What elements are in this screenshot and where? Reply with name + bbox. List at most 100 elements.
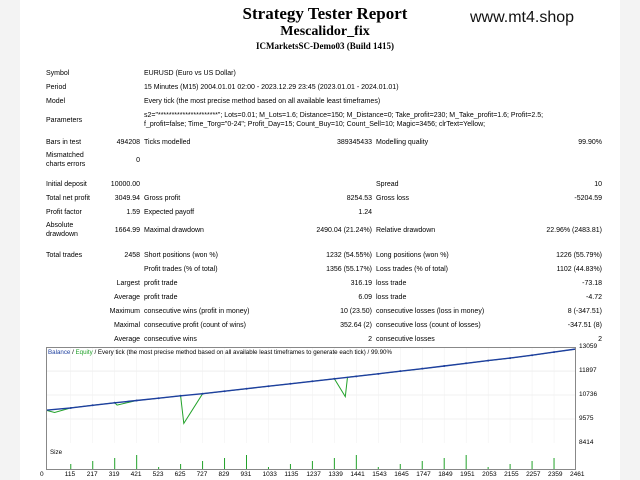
bars-label: Bars in test	[46, 139, 82, 146]
period-label: Period	[46, 84, 67, 91]
balance-point	[355, 375, 358, 378]
maximal-label: Maximal	[113, 322, 140, 329]
size-bar	[421, 461, 423, 470]
x-tick-label: 421	[130, 471, 142, 478]
size-label: Size	[50, 449, 63, 456]
avg-wins-value: 2	[368, 336, 372, 343]
short-positions-value: 1232 (54.55%)	[326, 252, 372, 259]
size-bar	[289, 464, 291, 470]
rel-drawdown-label: Relative drawdown	[376, 227, 436, 234]
size-bar	[311, 461, 313, 470]
balance-point	[91, 404, 94, 407]
initial-deposit-value: 10000.00	[110, 181, 140, 188]
max-drawdown-value: 2490.04 (21.24%)	[316, 227, 372, 234]
y-tick-label: 13059	[579, 343, 598, 350]
page-margin-right	[620, 0, 640, 480]
size-bar	[114, 458, 116, 470]
max-losses-label: consecutive losses (loss in money)	[376, 308, 485, 315]
ticks-value: 389345433	[336, 139, 372, 146]
mismatch-value: 0	[136, 157, 140, 164]
quality-label: Modelling quality	[376, 139, 429, 146]
size-chart	[46, 455, 576, 470]
largest-label: Largest	[116, 280, 140, 287]
quality-value: 99.90%	[578, 139, 602, 146]
balance-point	[289, 382, 292, 385]
net-profit-label: Total net profit	[46, 195, 90, 202]
size-bar	[180, 464, 182, 470]
loss-trades-label: Loss trades (% of total)	[376, 266, 448, 273]
balance-point	[377, 372, 380, 375]
balance-point	[179, 394, 182, 397]
balance-point	[509, 357, 512, 360]
size-bar	[377, 467, 379, 470]
avg-loss-value: -4.72	[586, 294, 602, 301]
maximal-loss-label: consecutive loss (count of losses)	[376, 322, 481, 329]
y-tick-label: 9575	[579, 415, 594, 422]
abs-drawdown-value: 1664.99	[114, 227, 140, 234]
rel-drawdown-value: 22.96% (2483.81)	[546, 227, 602, 234]
model-value: Every tick (the most precise method base…	[144, 98, 381, 105]
gross-loss-value: -5204.59	[574, 195, 602, 202]
size-bar	[531, 461, 533, 470]
chart-legend: Balance / Equity / Every tick (the most …	[48, 349, 392, 356]
balance-point	[399, 370, 402, 373]
initial-deposit-label: Initial deposit	[46, 181, 87, 188]
period-value: 15 Minutes (M15) 2004.01.01 02:00 - 2023…	[144, 84, 399, 91]
x-tick-label: 1645	[394, 471, 409, 478]
symbol-label: Symbol	[46, 70, 70, 77]
report-title: Strategy Tester Report	[242, 4, 408, 23]
balance-point	[245, 387, 248, 390]
maximal-profit-label: consecutive profit (count of wins)	[144, 322, 246, 329]
balance-point	[421, 367, 424, 370]
size-bar	[70, 464, 72, 470]
balance-line	[46, 348, 576, 411]
max-wins-value: 10 (23.50)	[340, 308, 372, 315]
profit-factor-value: 1.59	[126, 209, 140, 216]
total-trades-value: 2458	[124, 252, 140, 259]
balance-point	[201, 392, 204, 395]
parameters-label: Parameters	[46, 117, 83, 124]
avg-wins-label: consecutive wins	[144, 336, 197, 343]
profit-trades-value: 1356 (55.17%)	[326, 266, 372, 273]
maximum-label: Maximum	[109, 308, 140, 315]
short-positions-label: Short positions (won %)	[144, 252, 218, 259]
size-bar	[487, 467, 489, 470]
size-bar	[267, 467, 269, 470]
balance-point	[157, 397, 160, 400]
spread-value: 10	[594, 181, 602, 188]
maximal-loss-value: -347.51 (8)	[567, 322, 602, 329]
parameters-value: s2="**********************"; Lots=0.01; …	[144, 112, 544, 128]
average-consecutive-label: Average	[114, 336, 140, 343]
expert-name: Mescalidor_fix	[280, 24, 370, 39]
avg-profit-label: profit trade	[144, 294, 178, 301]
x-tick-label: 1849	[438, 471, 453, 478]
avg-loss-label: loss trade	[376, 294, 407, 301]
ticks-label: Ticks modelled	[144, 139, 191, 146]
balance-point	[333, 377, 336, 380]
x-tick-label: 2053	[482, 471, 497, 478]
x-tick-label: 115	[64, 471, 76, 478]
size-bar	[575, 455, 576, 470]
size-bar	[136, 455, 138, 470]
server-build: ICMarketsSC-Demo03 (Build 1415)	[256, 41, 394, 51]
maximal-profit-value: 352.64 (2)	[340, 322, 372, 329]
size-bar	[553, 458, 555, 470]
y-tick-label: 8414	[579, 439, 594, 446]
x-tick-label: 217	[86, 471, 98, 478]
size-bar	[333, 458, 335, 470]
largest-profit-value: 316.19	[350, 280, 372, 287]
size-bar	[509, 464, 511, 470]
balance-point	[443, 364, 446, 367]
y-tick-label: 10736	[579, 391, 598, 398]
expected-payoff-label: Expected payoff	[144, 209, 195, 216]
balance-point	[223, 390, 226, 393]
x-tick-label: 2359	[548, 471, 563, 478]
watermark-text: www.mt4.shop	[470, 9, 575, 26]
avg-profit-value: 6.09	[358, 294, 372, 301]
x-tick-label: 1339	[328, 471, 343, 478]
expected-payoff-value: 1.24	[358, 209, 372, 216]
x-tick-label: 2155	[504, 471, 519, 478]
balance-chart	[46, 347, 576, 443]
x-tick-label: 1441	[350, 471, 365, 478]
